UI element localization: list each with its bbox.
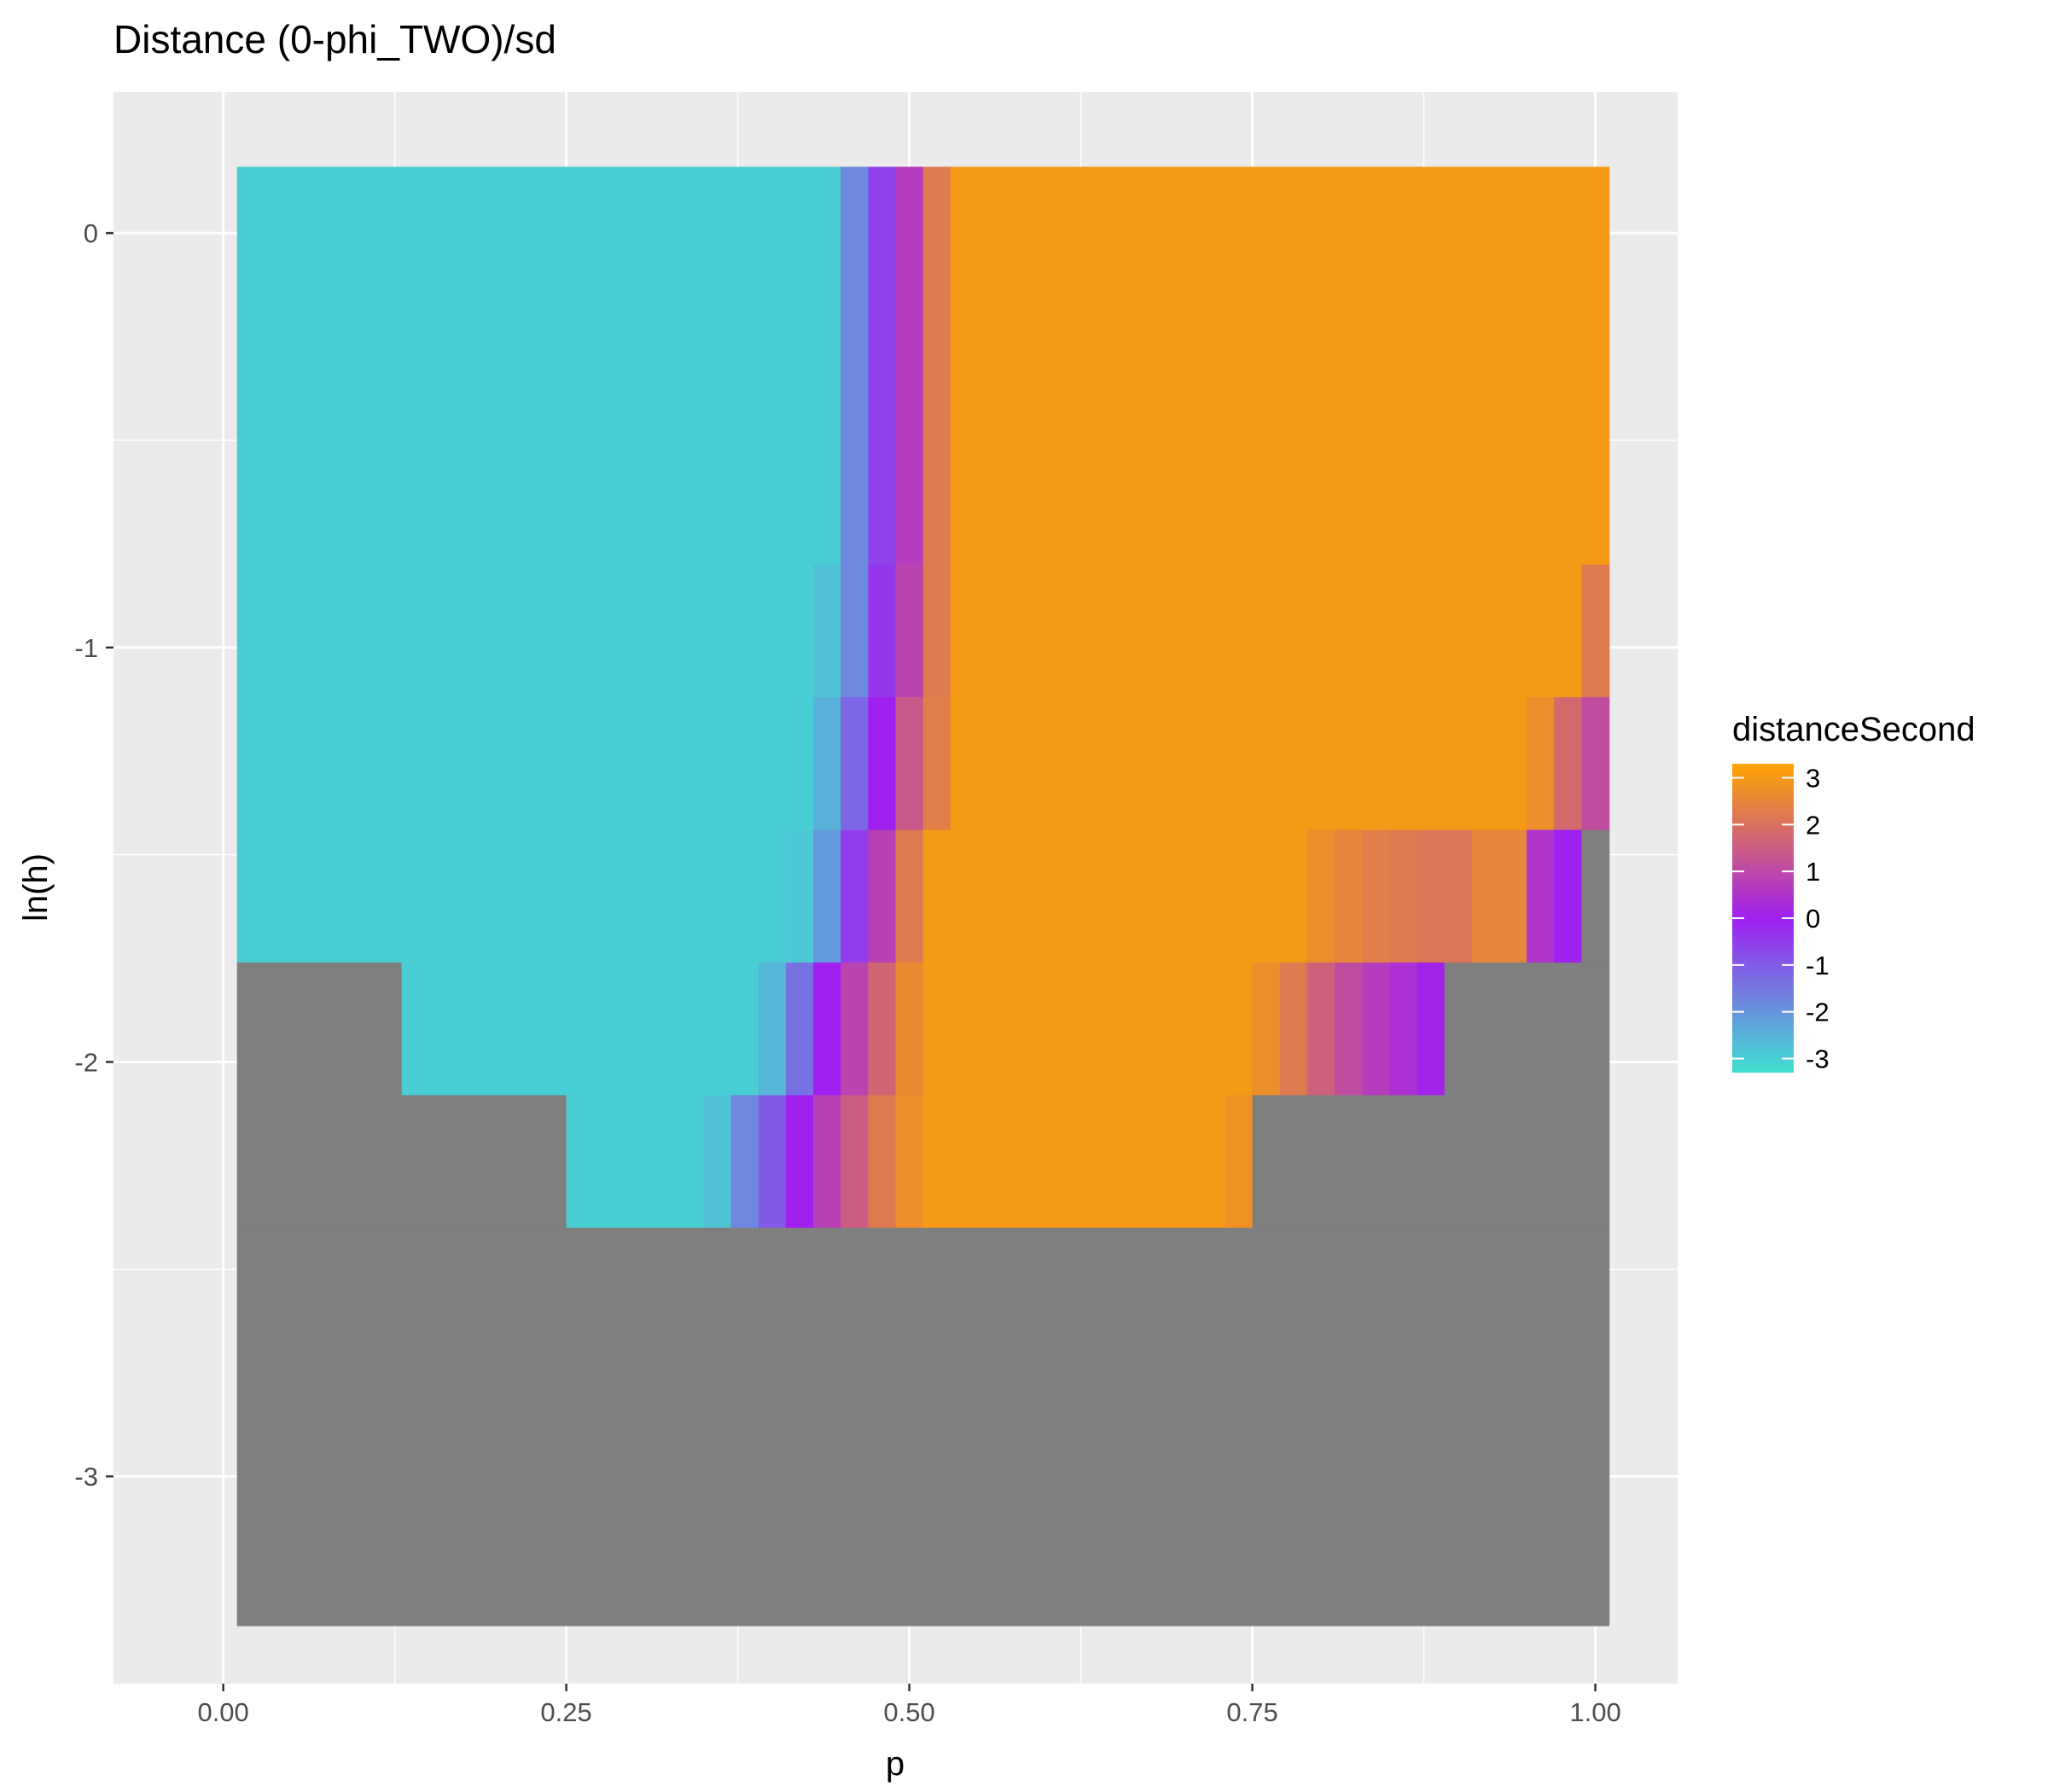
heatmap-cell [922,697,951,831]
heatmap-cell [236,829,787,963]
heatmap-cell [813,697,841,831]
heatmap-cell [566,1095,704,1229]
heatmap-cell [922,829,1308,963]
heatmap-cell [1362,829,1390,963]
chart-title: Distance (0-phi_TWO)/sd [113,17,556,61]
heatmap-cell [1306,962,1335,1096]
heatmap-cell [950,697,1527,831]
heatmap-cell [1581,697,1610,831]
heatmap-cell [841,962,869,1096]
heatmap-cell [1389,829,1418,963]
heatmap-cell [950,166,1610,566]
heatmap-cell-na [1252,1095,1610,1229]
heatmap-cell [1306,829,1335,963]
heatmap-cell [758,1095,787,1229]
y-axis-title: ln(h) [17,853,55,922]
heatmap-cell [841,1095,869,1229]
heatmap-cell [1362,962,1390,1096]
heatmap-cell [1417,962,1446,1096]
heatmap-cell [1527,829,1555,963]
heatmap-cell-na [1444,962,1610,1096]
legend-ticks: 3 2 1 0 -1 -2 -3 [1732,763,1830,1074]
heatmap-cell [730,1095,759,1229]
heatmap-cell-na [236,1227,1610,1626]
heatmap-cell [868,564,897,698]
heatmap-cell [895,564,924,698]
legend-title: distanceSecond [1732,711,1975,748]
heatmap-cell [813,564,841,698]
heatmap-cell [236,166,841,566]
heatmap-cell-na [236,962,403,1096]
heatmap-cell [922,166,951,566]
heatmap-cell [1389,962,1418,1096]
heatmap-cell [1471,829,1527,963]
x-tick-label: 0.25 [540,1697,591,1727]
heatmap-cell [922,564,951,698]
y-tick-label: 0 [84,218,98,248]
heatmap-cell [868,166,897,566]
legend-tick-label: 1 [1806,857,1820,887]
heatmap-cell [1581,564,1610,698]
heatmap-cell [1252,962,1281,1096]
heatmap-cell [841,697,869,831]
legend-tick-label: -2 [1806,998,1830,1027]
heatmap-cell [813,1095,841,1229]
heatmap-cell [236,697,814,831]
heatmap-cell [1335,962,1363,1096]
x-axis-title: p [886,1745,905,1783]
y-tick-label: -3 [74,1462,98,1492]
legend-tick-label: -1 [1806,951,1830,980]
heatmap-cell [758,962,787,1096]
heatmap-cell [922,1095,1225,1229]
legend-tick-label: 0 [1806,904,1820,934]
heatmap-cell [922,962,1254,1096]
x-tick-label: 1.00 [1569,1697,1620,1727]
heatmap-cell [1225,1095,1254,1229]
y-axis: 0 -1 -2 -3 [74,218,113,1492]
heatmap-cell [236,564,814,698]
heatmap-cell [1527,697,1555,831]
heatmap-cell [785,1095,814,1229]
heatmap-cell [841,166,869,566]
legend-tick-label: 2 [1806,810,1820,840]
heatmap-cell [895,166,924,566]
heatmap-cell [868,962,897,1096]
heatmap-cell [868,697,897,831]
legend-tick-label: -3 [1806,1044,1830,1074]
heatmap-cell [895,1095,924,1229]
heatmap-cell [868,829,897,963]
heatmap-cell-na [1581,829,1610,963]
heatmap-cell [1335,829,1363,963]
heatmap-cell [813,962,841,1096]
heatmap-cell [703,1095,732,1229]
heatmap-cell [813,829,841,963]
x-axis: 0.00 0.25 0.50 0.75 1.00 [197,1684,1621,1727]
y-tick-label: -2 [74,1047,98,1077]
heatmap-cell [950,564,1583,698]
heatmap-cell [1554,697,1583,831]
legend: distanceSecond 3 2 1 0 -1 -2 -3 [1732,711,1975,1074]
heatmap-cell [868,1095,897,1229]
x-tick-label: 0.75 [1226,1697,1277,1727]
y-tick-label: -1 [74,633,98,663]
heatmap-cell [895,697,924,831]
x-tick-label: 0.00 [197,1697,248,1727]
heatmap-cell-na [236,1095,567,1229]
heatmap-cell [785,962,814,1096]
heatmap-cell [841,564,869,698]
heatmap-cells [236,166,1610,1626]
x-tick-label: 0.50 [883,1697,934,1727]
heatmap-cell [1417,829,1473,963]
heatmap-cell [1279,962,1308,1096]
legend-tick-label: 3 [1806,763,1820,793]
heatmap-cell [401,962,759,1096]
heatmap-cell [841,829,869,963]
heatmap-cell [1554,829,1583,963]
heatmap-cell [895,829,924,963]
heatmap-cell [785,829,814,963]
heatmap-cell [895,962,924,1096]
